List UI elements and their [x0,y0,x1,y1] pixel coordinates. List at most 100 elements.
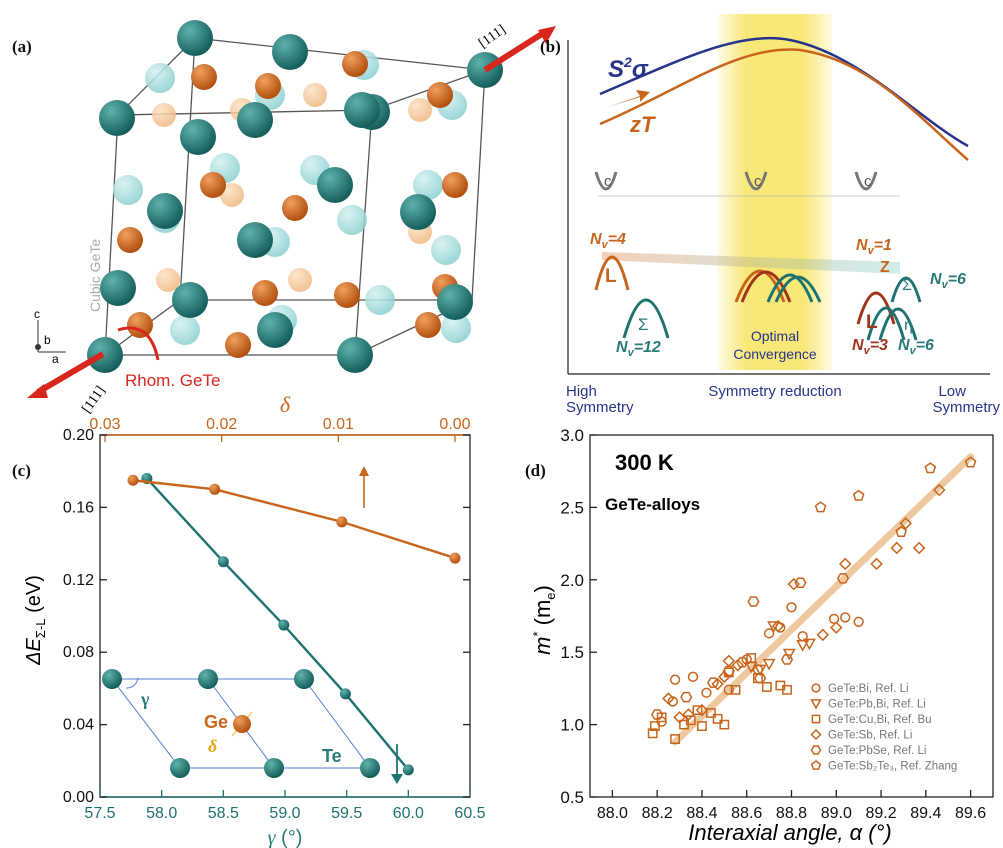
scatter-point-pentagon [814,501,827,513]
delta-data-point [209,483,221,495]
panel-c-series [127,472,461,776]
te-atom [237,222,273,258]
vb-sigma-center-2 [774,275,822,303]
energy-tick-label: 0.16 [63,499,94,516]
mstar-axis-title: m* (me) [530,585,558,655]
gamma-data-point [339,688,351,700]
scatter-point-diamond [662,692,675,705]
inset-te-atom [294,669,314,689]
ge-atom [127,312,153,338]
low-symmetry-label-1: Low [938,383,966,400]
te-atom [172,282,208,318]
scatter-point-diamond [787,577,800,591]
gamma-tick-label: 57.5 [84,805,115,822]
vb-sigma-right [890,276,922,303]
inset-delta-label: δ [208,736,217,756]
temperature-label: 300 K [615,450,674,475]
gamma-data-point [402,764,414,776]
delta-tick-label: 0.02 [206,416,237,433]
axis-111-bottom-arrow [36,351,105,395]
scatter-point-diamond [899,517,912,530]
s2sigma-curve [599,36,969,148]
scatter-point-triangle-down [782,648,796,661]
mstar-tick-label: 2.5 [560,498,584,517]
coord-c-label: c [34,307,40,321]
coord-b-label: b [44,333,51,347]
optimal-label-2: Convergence [733,346,816,362]
scatter-point-triangle-down [753,664,767,677]
inset-ge-atom [233,715,251,733]
gamma-axis-title: γ (°) [268,827,303,848]
inset-te-atom [360,758,380,778]
te-atom [344,92,380,128]
scatter-point-circle [828,613,840,625]
rhom-gete-label: Rhom. GeTe [125,371,220,390]
alpha-tick-label: 88.0 [597,805,628,822]
faded-te-atom [441,313,471,343]
inset-te-atom [198,669,218,689]
panel-d-legend: GeTe:Bi, Ref. Li GeTe:Pb,Bi, Ref. Li GeTe:… [810,683,957,773]
inset-te-atom [102,669,122,689]
legend-label: GeTe:Pb,Bi, Ref. Li [828,699,926,711]
scatter-point-square [705,708,716,718]
gamma-tick-label: 59.5 [331,805,362,822]
lattice-edge [471,69,486,301]
optimal-convergence-band [718,14,832,370]
scatter-point-square [746,653,757,663]
cb-right-label: c [864,173,872,190]
high-symmetry-label-2: Symmetry [566,399,634,416]
scatter-point-circle [786,602,797,613]
energy-tick-label: 0.00 [63,789,94,806]
legend-marker-triangle-down [810,699,822,710]
gamma-series-line [145,477,410,771]
scatter-point-square [712,713,723,724]
faded-te-atom [145,63,175,93]
gamma-tick-label: 58.0 [146,805,177,822]
sigma-left-label: Σ [638,315,649,334]
scatter-point-circle [853,616,864,627]
L-left-label: L [605,266,617,287]
scatter-point-diamond [912,541,926,555]
vb-L-left [594,255,630,291]
panel-d-fit-line [671,453,975,746]
scatter-point-pentagon [924,462,937,474]
legend-marker-pentagon [810,760,822,770]
axis-111-bottom-arrowhead [27,384,48,398]
alpha-tick-label: 89.4 [910,805,941,822]
s2sigma-label: S2σ [608,54,649,83]
cb-center-label: c [754,173,762,190]
valence-bands [594,255,922,341]
te-atom [400,194,436,230]
legend-label: GeTe:PbSe, Ref. Li [828,745,926,757]
cb-center [744,171,768,191]
gamma-tick-label: 59.0 [269,805,300,822]
scatter-point-hexagon [794,577,807,588]
scatter-point-diamond [731,658,745,672]
panel-b-label: (b) [540,37,561,56]
te-atom [337,337,373,373]
scatter-point-square [730,684,741,695]
inset-gamma-arc [125,677,139,689]
scatter-point-square [775,680,786,691]
gamma-tick-label: 60.0 [393,805,424,822]
ge-atom [342,51,368,77]
scatter-point-diamond [682,708,695,721]
mstar-tick-label: 2.0 [560,571,584,590]
te-atom [272,34,308,70]
alpha-tick-label: 89.2 [865,805,896,822]
ge-atom [191,64,217,90]
vb-eta-right-1 [866,306,906,341]
optimal-label-1: Optimal [751,328,799,344]
crystal-atoms [87,20,503,373]
scatter-point-diamond [830,621,843,634]
sigma-right-label: Σ [902,277,912,294]
te-atom [437,284,473,320]
high-symmetry-label-1: High [566,383,597,400]
cubic-gete-label: Cubic GeTe [87,239,103,312]
scatter-point-diamond [695,703,709,717]
scatter-point-hexagon [747,596,760,607]
te-atom [237,102,273,138]
energy-tick-label: 0.08 [63,644,94,661]
axis-111-top-arrow [483,29,547,73]
